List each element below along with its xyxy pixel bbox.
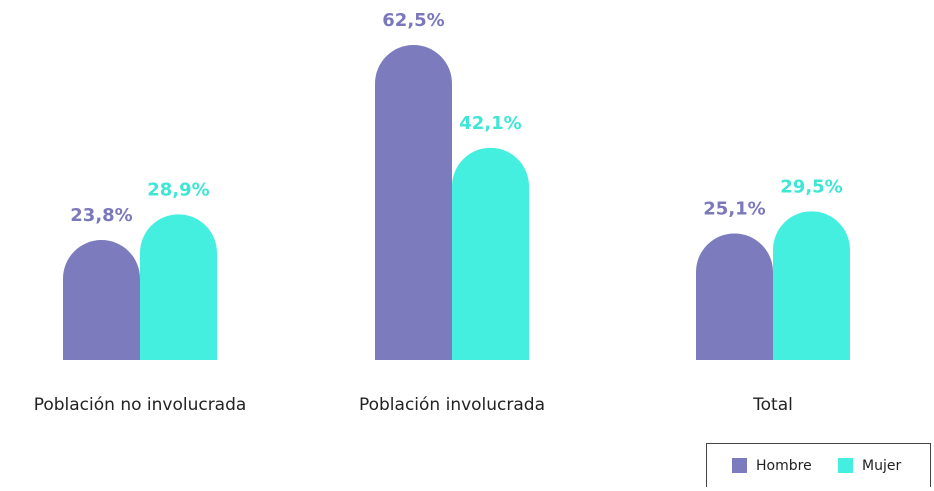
value-label: 29,5% — [780, 176, 842, 197]
value-label: 23,8% — [70, 205, 132, 226]
bar — [140, 214, 217, 360]
value-label: 62,5% — [382, 10, 444, 31]
bar — [375, 44, 452, 360]
value-label: 42,1% — [459, 113, 521, 134]
value-label: 28,9% — [147, 179, 209, 200]
legend-swatch — [838, 458, 853, 473]
x-tick-label: Población no involucrada — [34, 395, 247, 415]
legend-swatch — [732, 458, 747, 473]
bar — [63, 240, 140, 360]
value-label: 25,1% — [703, 198, 765, 219]
bar — [773, 211, 850, 360]
bar — [452, 147, 529, 360]
x-tick-label: Total — [752, 395, 793, 415]
legend-label: Mujer — [862, 458, 901, 474]
bar — [696, 233, 773, 360]
legend-label: Hombre — [756, 458, 812, 474]
x-tick-label: Población involucrada — [359, 395, 545, 415]
